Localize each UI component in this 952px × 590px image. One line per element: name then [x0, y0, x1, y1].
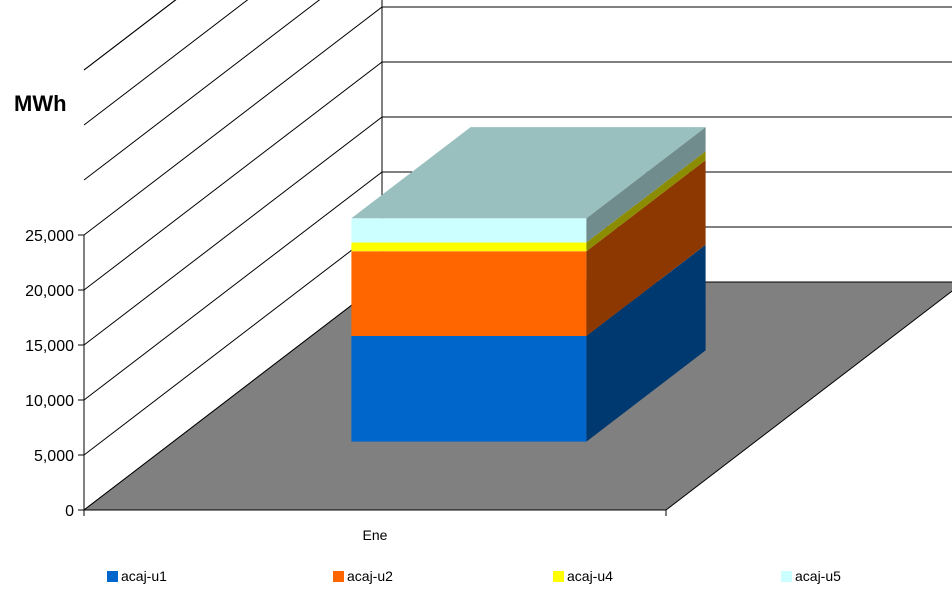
- legend-item-acaj-u4: acaj-u4: [553, 568, 613, 584]
- y-tick-label: 0: [65, 503, 74, 520]
- bar-top-face: [351, 127, 706, 219]
- bar-front-acaj-u5: [351, 218, 587, 243]
- legend-label: acaj-u4: [567, 568, 613, 584]
- gridline: [83, 171, 952, 401]
- bar-front-acaj-u1: [351, 336, 587, 442]
- bar-side-acaj-u4: [586, 151, 706, 252]
- legend-label: acaj-u2: [347, 568, 393, 584]
- bar-front-acaj-u4: [351, 242, 587, 252]
- bar-front-acaj-u2: [351, 251, 587, 336]
- legend-item-acaj-u1: acaj-u1: [107, 568, 167, 584]
- bar-side-acaj-u5: [586, 127, 706, 243]
- wall-top-edge: [83, 0, 177, 71]
- gridline: [83, 6, 952, 236]
- y-tick-label: 25,000: [25, 228, 74, 245]
- legend-swatch: [333, 570, 344, 582]
- legend-swatch: [781, 570, 792, 582]
- bar-segment-acaj-u5: [351, 127, 706, 243]
- chart-axes: 0 5,000 10,000 15,000 20,000 25,000 Ene: [25, 228, 667, 543]
- legend-swatch: [553, 570, 564, 582]
- gridline: [83, 0, 321, 181]
- gridline: [83, 0, 249, 126]
- gridline: [83, 116, 952, 346]
- y-tick-label: 20,000: [25, 283, 74, 300]
- y-tick-label: 10,000: [25, 393, 74, 410]
- bar-segment-acaj-u4: [351, 151, 706, 252]
- gridline: [83, 61, 952, 291]
- legend-label: acaj-u1: [121, 568, 167, 584]
- y-axis-label: MWh: [14, 91, 67, 116]
- bar-side-acaj-u2: [586, 160, 706, 336]
- legend-label: acaj-u5: [795, 568, 841, 584]
- bar-side-acaj-u1: [586, 244, 706, 442]
- y-tick-label: 5,000: [34, 448, 74, 465]
- x-tick-label: Ene: [363, 527, 388, 543]
- gridline: [83, 0, 177, 71]
- legend: acaj-u1 acaj-u2 acaj-u4 acaj-u5: [0, 568, 952, 588]
- bar-segment-acaj-u2: [351, 160, 706, 336]
- legend-item-acaj-u5: acaj-u5: [781, 568, 841, 584]
- legend-swatch: [107, 570, 118, 582]
- y-tick-label: 15,000: [25, 338, 74, 355]
- chart-bars: [351, 127, 706, 442]
- legend-item-acaj-u2: acaj-u2: [333, 568, 393, 584]
- bar-segment-acaj-u1: [351, 244, 706, 442]
